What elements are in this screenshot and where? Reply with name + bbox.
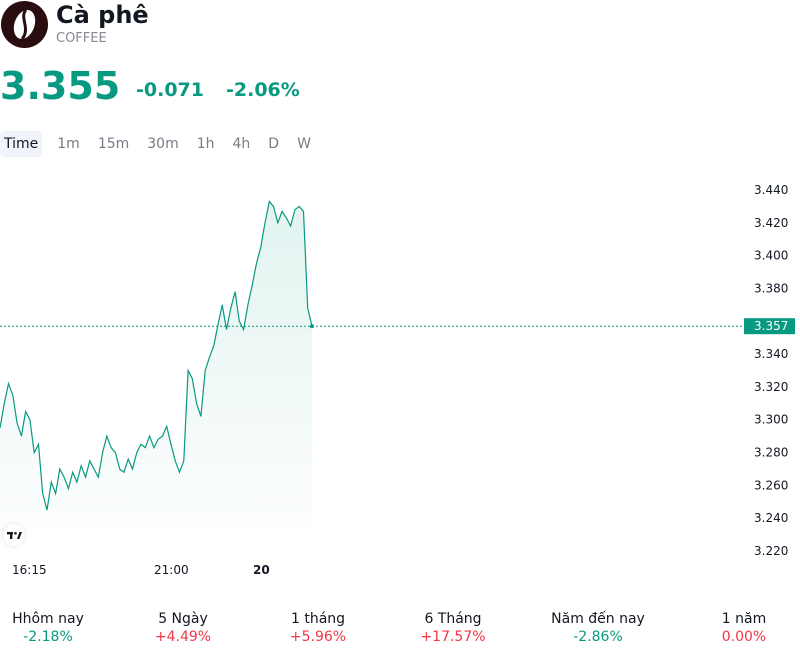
x-tick-label: 21:00 — [154, 563, 189, 577]
perf-label: 5 Ngày — [158, 611, 208, 627]
y-tick-label: 3.300 — [754, 413, 788, 427]
tab-time[interactable]: Time — [0, 131, 43, 157]
y-tick-label: 3.280 — [754, 446, 788, 460]
y-tick-label: 3.420 — [754, 216, 788, 230]
perf-value: +17.57% — [420, 629, 486, 645]
x-tick-label: 16:15 — [12, 563, 47, 577]
tab-4h[interactable]: 4h — [232, 136, 251, 152]
tab-30m[interactable]: 30m — [147, 136, 179, 152]
y-tick-label: 3.380 — [754, 281, 788, 295]
y-tick-label: 3.240 — [754, 511, 788, 525]
perf-ytd[interactable]: Năm đến nay -2.86% — [533, 610, 663, 646]
price-change: -0.071 — [136, 79, 204, 101]
price-chart-svg[interactable]: 3.440 3.420 3.400 3.380 3.357 3.340 3.320 3.300… — [0, 168, 800, 588]
tab-d[interactable]: D — [268, 136, 280, 152]
perf-1-year[interactable]: 1 năm 0.00% — [679, 610, 800, 646]
y-tick-label: 3.320 — [754, 380, 788, 394]
symbol-code: COFFEE — [56, 31, 107, 46]
perf-label: 6 Tháng — [424, 611, 482, 627]
perf-label: 1 tháng — [290, 611, 346, 627]
last-price: 3.355 — [0, 64, 121, 108]
perf-value: -2.18% — [23, 629, 73, 645]
last-price-badge — [744, 318, 795, 335]
y-tick-label: 3.220 — [754, 544, 788, 558]
price-line — [0, 200, 313, 511]
tab-1m[interactable]: 1m — [57, 136, 80, 152]
perf-1-month[interactable]: 1 tháng +5.96% — [253, 610, 383, 646]
perf-value: -2.86% — [573, 629, 623, 645]
tradingview-logo-icon[interactable] — [3, 524, 25, 546]
price-area-fill — [0, 201, 312, 530]
perf-label: 1 năm — [721, 611, 767, 627]
symbol-title: Cà phê — [56, 1, 149, 29]
performance-bar: Hhôm nay -2.18% 5 Ngày +4.49% 1 tháng +5… — [0, 610, 800, 650]
y-tick-label: 3.260 — [754, 478, 788, 492]
perf-value: 0.00% — [721, 629, 767, 645]
quote-row: 3.355 -0.071 -2.06% — [0, 64, 800, 108]
y-tick-label: 3.440 — [754, 183, 788, 197]
symbol-header: Cà phê COFFEE — [0, 0, 800, 50]
price-change-percent: -2.06% — [226, 79, 300, 101]
y-tick-label: 3.340 — [754, 347, 788, 361]
perf-6-months[interactable]: 6 Tháng +17.57% — [388, 610, 518, 646]
perf-5-days[interactable]: 5 Ngày +4.49% — [118, 610, 248, 646]
perf-value: +5.96% — [289, 629, 347, 645]
price-chart[interactable]: 3.440 3.420 3.400 3.380 3.357 3.340 3.320 3.300… — [0, 168, 800, 588]
coffee-bean-icon — [1, 1, 48, 48]
tab-w[interactable]: W — [297, 136, 311, 152]
tab-1h[interactable]: 1h — [196, 136, 215, 152]
perf-value: +4.49% — [154, 629, 212, 645]
last-price-label: 3.357 — [754, 319, 788, 333]
timeframe-tabs: Time 1m 15m 30m 1h 4h D W — [0, 131, 320, 157]
y-tick-label: 3.400 — [754, 249, 788, 263]
perf-today[interactable]: Hhôm nay -2.18% — [0, 610, 113, 646]
x-tick-label: 20 — [253, 563, 270, 577]
last-price-dot — [310, 324, 314, 329]
tab-15m[interactable]: 15m — [97, 136, 130, 152]
perf-label: Năm đến nay — [551, 611, 645, 627]
perf-label: Hhôm nay — [12, 611, 84, 627]
